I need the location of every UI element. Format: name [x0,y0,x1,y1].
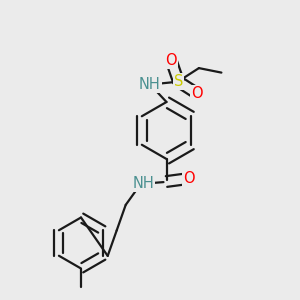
Text: O: O [183,171,195,186]
Text: S: S [174,74,183,89]
Text: O: O [191,86,203,101]
Text: NH: NH [139,77,161,92]
Text: O: O [165,52,177,68]
Text: NH: NH [132,176,154,191]
